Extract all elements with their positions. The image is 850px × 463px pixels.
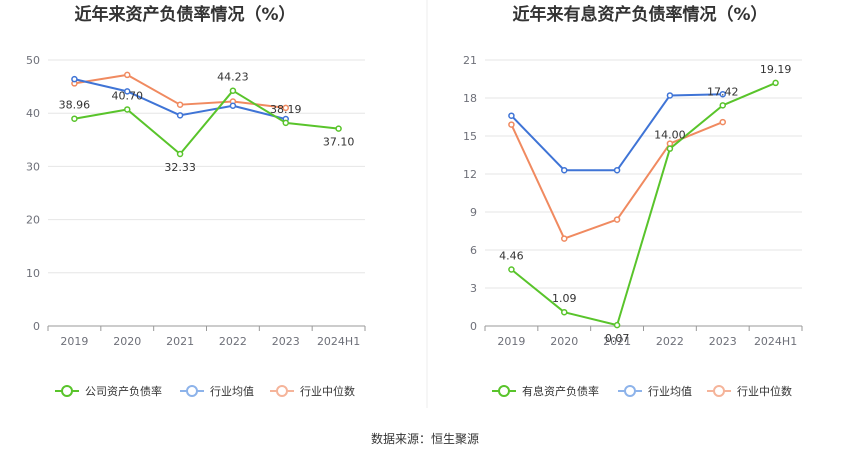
left-x-tick-label: 2022 xyxy=(219,335,247,348)
left-point-company[interactable] xyxy=(124,106,131,113)
left-chart-title: 近年来资产负债率情况（%） xyxy=(74,4,295,25)
right-y-tick-label: 9 xyxy=(470,206,477,219)
legend-swatch-marker xyxy=(61,385,73,397)
right-x-tick-label: 2023 xyxy=(709,335,737,348)
left-data-label: 38.19 xyxy=(270,103,302,116)
right-point-industry-avg[interactable] xyxy=(561,166,568,174)
right-x-tick-label: 2022 xyxy=(656,335,684,348)
left-point-company[interactable] xyxy=(229,87,237,94)
left-point-industry-avg[interactable] xyxy=(229,102,237,110)
left-y-tick-label: 10 xyxy=(26,267,40,280)
legend-item-industry-avg[interactable]: 行业均值 xyxy=(618,385,692,398)
legend-swatch-marker xyxy=(498,385,510,397)
left-point-industry-avg[interactable] xyxy=(176,112,184,119)
right-y-tick-label: 15 xyxy=(463,130,477,143)
right-data-label: 19.19 xyxy=(760,63,792,76)
left-y-tick-label: 0 xyxy=(33,320,40,333)
legend-item-interest-ratio[interactable]: 有息资产负债率 xyxy=(492,384,599,398)
right-chart: 近年来有息资产负债率情况（%） 0 3 6 9 12 15 18 21 2019 2020 2021… xyxy=(463,4,803,348)
right-point-industry-median[interactable] xyxy=(666,140,674,147)
left-point-company[interactable] xyxy=(335,125,342,132)
right-data-label: 14.00 xyxy=(654,129,686,142)
left-series-line-company xyxy=(74,89,339,156)
legend-item-industry-avg[interactable]: 行业均值 xyxy=(180,385,254,398)
left-legend: 公司资产负债率 行业均值 行业中位数 xyxy=(55,384,355,398)
right-y-tick-label: 21 xyxy=(463,54,477,67)
legend-label-company-ratio: 公司资产负债率 xyxy=(85,384,162,398)
right-series-line-company xyxy=(510,82,776,327)
legend-swatch-marker xyxy=(276,385,288,397)
legend-swatch-marker xyxy=(186,385,198,397)
right-y-tick-label: 6 xyxy=(470,244,477,257)
legend-swatch-marker xyxy=(624,385,636,397)
left-x-tick-label: 2024H1 xyxy=(317,335,360,348)
left-point-company[interactable] xyxy=(71,115,78,122)
right-y-tick-label: 3 xyxy=(470,282,477,295)
left-x-tick-label: 2020 xyxy=(113,335,141,348)
left-y-tick-label: 20 xyxy=(26,214,40,227)
legend-label-industry-median: 行业中位数 xyxy=(300,384,355,398)
left-x-tick-label: 2023 xyxy=(272,335,300,348)
left-point-company[interactable] xyxy=(176,150,184,158)
source-note: 数据来源：恒生聚源 xyxy=(371,431,479,446)
legend-item-industry-median[interactable]: 行业中位数 xyxy=(707,384,792,398)
left-chart: 近年来资产负债率情况（%） 0 10 20 30 40 50 2019 2020 2021 202… xyxy=(26,4,366,348)
left-point-industry-avg[interactable] xyxy=(124,88,131,95)
right-point-industry-avg[interactable] xyxy=(666,92,674,99)
legend-item-company-ratio[interactable]: 公司资产负债率 xyxy=(55,384,162,398)
left-y-tick-label: 40 xyxy=(26,107,40,120)
left-data-label: 32.33 xyxy=(164,161,196,174)
left-data-label: 40.70 xyxy=(112,89,144,102)
legend-item-industry-median[interactable]: 行业中位数 xyxy=(270,384,355,398)
right-x-tick-label: 2024H1 xyxy=(754,335,797,348)
right-y-tick-label: 0 xyxy=(470,320,477,333)
legend-label-industry-avg: 行业均值 xyxy=(648,385,692,398)
right-chart-title: 近年来有息资产负债率情况（%） xyxy=(512,4,767,25)
right-point-industry-avg[interactable] xyxy=(719,90,726,98)
right-x-tick-label: 2021 xyxy=(603,335,631,348)
right-data-label: 1.09 xyxy=(552,292,577,305)
left-point-company[interactable] xyxy=(282,119,289,127)
left-y-tick-label: 50 xyxy=(26,54,40,67)
right-point-industry-median[interactable] xyxy=(561,235,568,242)
right-point-company[interactable] xyxy=(772,79,779,87)
legend-label-industry-median: 行业中位数 xyxy=(737,384,792,398)
right-data-label: 17.42 xyxy=(707,85,739,98)
left-data-label: 37.10 xyxy=(323,136,355,149)
right-point-company[interactable] xyxy=(666,145,674,152)
right-point-industry-avg[interactable] xyxy=(508,112,515,119)
right-data-label: 0.07 xyxy=(605,332,630,345)
left-point-industry-median[interactable] xyxy=(176,101,184,108)
right-point-industry-median[interactable] xyxy=(508,121,515,128)
right-x-tick-label: 2019 xyxy=(497,335,525,348)
right-y-tick-label: 18 xyxy=(463,92,477,105)
left-point-industry-avg[interactable] xyxy=(71,75,78,83)
right-point-company[interactable] xyxy=(561,308,568,316)
right-point-industry-avg[interactable] xyxy=(613,166,621,174)
left-point-industry-median[interactable] xyxy=(282,104,289,112)
right-legend: 有息资产负债率 行业均值 行业中位数 xyxy=(492,384,792,398)
left-x-tick-label: 2019 xyxy=(60,335,88,348)
right-point-company[interactable] xyxy=(508,266,515,273)
left-data-label: 38.96 xyxy=(59,99,91,112)
left-x-tick-label: 2021 xyxy=(166,335,194,348)
right-data-label: 4.46 xyxy=(499,250,524,263)
left-data-label: 44.23 xyxy=(217,71,249,84)
left-y-tick-label: 30 xyxy=(26,160,40,173)
right-point-industry-median[interactable] xyxy=(719,118,726,126)
right-point-company[interactable] xyxy=(719,102,726,109)
right-y-tick-label: 12 xyxy=(463,168,477,181)
left-point-industry-median[interactable] xyxy=(124,71,131,79)
legend-label-industry-avg: 行业均值 xyxy=(210,385,254,398)
right-point-industry-median[interactable] xyxy=(613,216,621,223)
right-x-tick-label: 2020 xyxy=(550,335,578,348)
legend-swatch-marker xyxy=(713,385,725,397)
right-point-company[interactable] xyxy=(613,321,621,329)
legend-label-interest-ratio: 有息资产负债率 xyxy=(522,384,599,398)
